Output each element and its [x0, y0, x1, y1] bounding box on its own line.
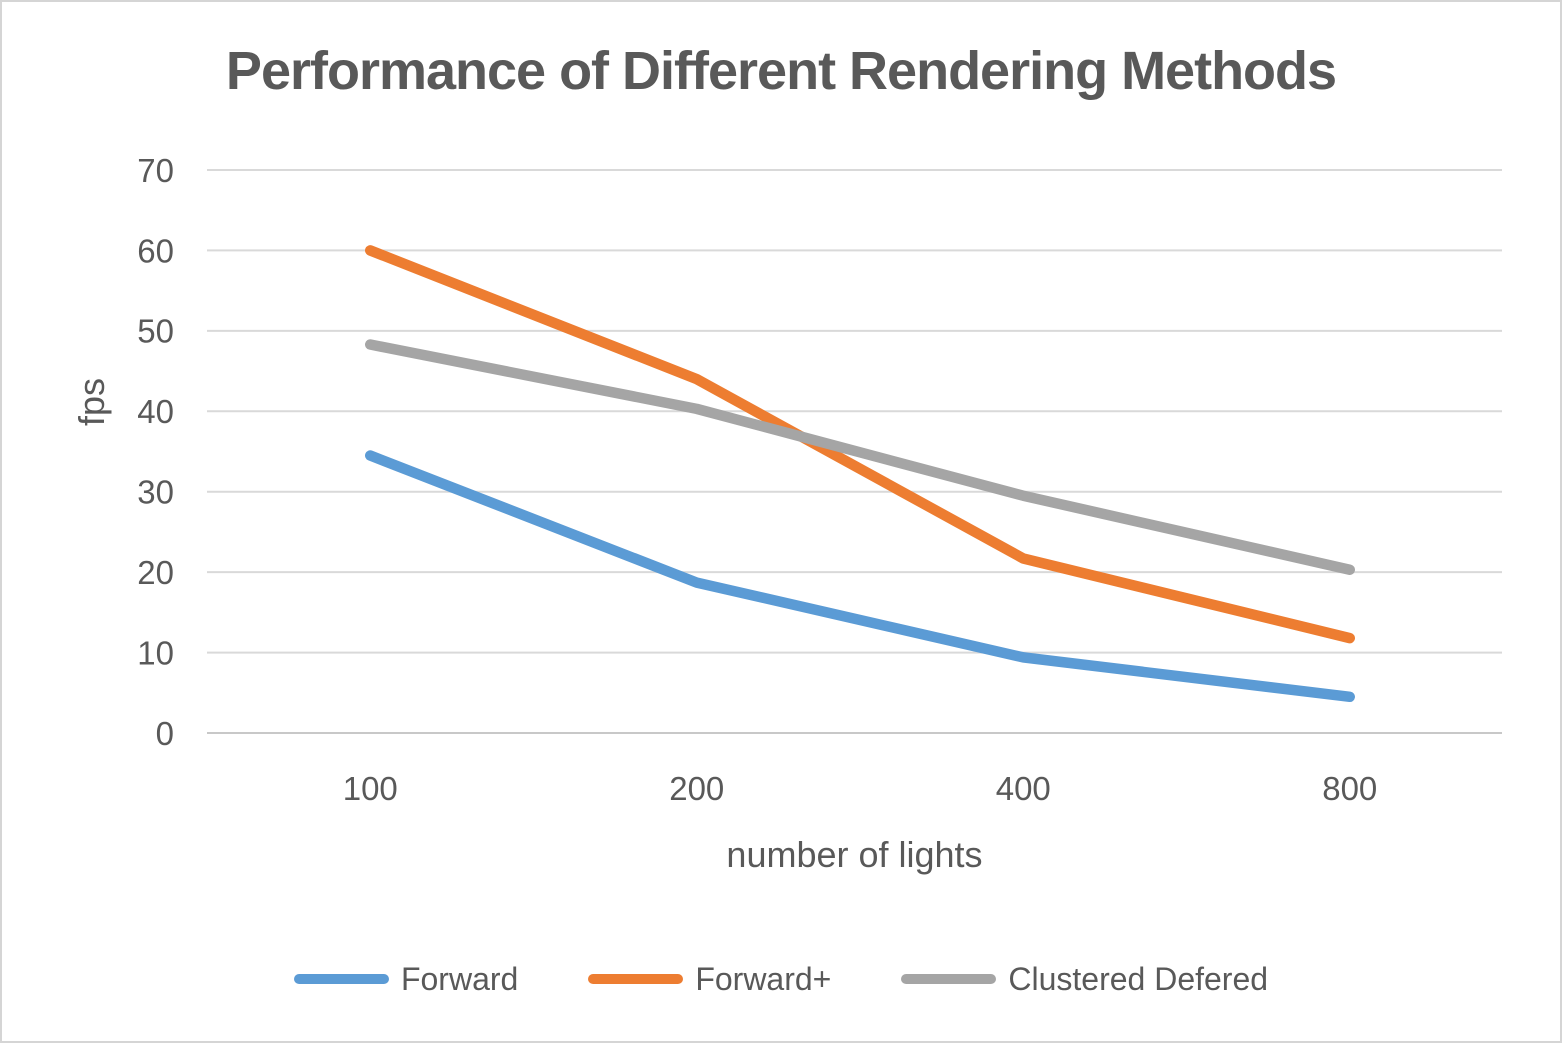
y-tick-label: 30	[137, 474, 174, 511]
y-tick-label: 0	[156, 715, 174, 752]
legend-item-clustered-defered: Clustered Defered	[901, 961, 1268, 998]
y-tick-label: 70	[137, 152, 174, 189]
legend: Forward Forward+ Clustered Defered	[2, 952, 1560, 1006]
y-tick-label: 50	[137, 313, 174, 350]
y-axis-title: fps	[71, 377, 112, 427]
legend-label-forward-plus: Forward+	[695, 960, 832, 997]
legend-item-forward: Forward	[293, 960, 519, 998]
y-tick-label: 20	[137, 554, 174, 591]
legend-label-clustered-defered: Clustered Defered	[1008, 960, 1269, 997]
legend-swatch-clustered-defered	[901, 974, 997, 984]
legend-swatch-forward	[293, 974, 389, 984]
x-tick-label: 200	[669, 770, 724, 807]
x-tick-label: 800	[1322, 770, 1377, 807]
y-tick-label: 40	[137, 393, 174, 430]
legend-swatch-forward-plus	[588, 974, 684, 984]
legend-item-forward-plus: Forward+	[588, 961, 831, 998]
series-line-clustered-defered	[365, 339, 1355, 575]
x-tick-label: 400	[996, 770, 1051, 807]
x-tick-label: 100	[343, 770, 398, 807]
x-axis-title: number of lights	[726, 834, 983, 875]
series-line-forward	[365, 450, 1355, 703]
legend-label-forward: Forward	[400, 960, 519, 997]
chart-title: Performance of Different Rendering Metho…	[225, 41, 1337, 101]
y-tick-label: 60	[137, 232, 174, 269]
y-tick-label: 10	[137, 634, 174, 671]
series-line-forward-	[365, 245, 1355, 644]
